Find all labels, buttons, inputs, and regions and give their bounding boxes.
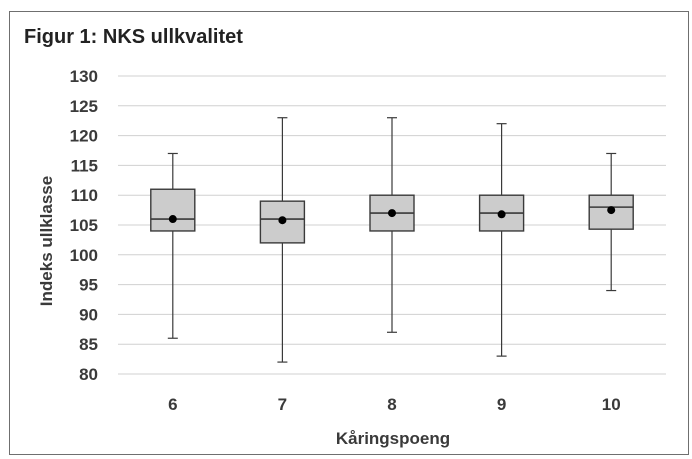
y-tick-label-90: 90 bbox=[79, 305, 98, 324]
x-tick-label-6: 6 bbox=[168, 395, 177, 414]
y-tick-label-100: 100 bbox=[70, 246, 98, 265]
y-tick-label-110: 110 bbox=[71, 186, 98, 205]
y-tick-label-130: 130 bbox=[70, 67, 98, 86]
x-tick-label-9: 9 bbox=[497, 395, 506, 414]
y-tick-label-85: 85 bbox=[79, 335, 98, 354]
y-tick-labels: 130 125 120 115 110 105 100 95 90 85 80 bbox=[70, 67, 98, 384]
mean-marker-7 bbox=[278, 216, 287, 225]
y-axis-label: Indeks ullklasse bbox=[37, 176, 56, 306]
box-6 bbox=[150, 188, 196, 232]
x-tick-label-10: 10 bbox=[602, 395, 621, 414]
box-group-10 bbox=[588, 152, 634, 292]
y-tick-label-95: 95 bbox=[79, 276, 98, 295]
y-tick-label-80: 80 bbox=[79, 365, 98, 384]
x-tick-label-8: 8 bbox=[387, 395, 396, 414]
mean-marker-6 bbox=[168, 215, 177, 224]
y-tick-label-125: 125 bbox=[70, 97, 98, 116]
x-axis-label: Kåringspoeng bbox=[336, 429, 450, 448]
box-group-8 bbox=[369, 117, 415, 333]
figure-title: Figur 1: NKS ullkvalitet bbox=[24, 26, 243, 48]
mean-marker-8 bbox=[388, 209, 396, 218]
box-group-9 bbox=[478, 123, 525, 357]
y-tick-label-115: 115 bbox=[71, 156, 98, 175]
y-tick-label-120: 120 bbox=[70, 127, 98, 146]
box-group-6 bbox=[150, 152, 196, 339]
mean-marker-10 bbox=[607, 206, 616, 215]
boxes bbox=[150, 117, 634, 363]
x-tick-label-7: 7 bbox=[278, 395, 287, 414]
figure-frame bbox=[9, 11, 689, 455]
x-tick-labels: 6 7 8 9 10 bbox=[168, 395, 621, 414]
y-tick-label-105: 105 bbox=[70, 216, 98, 235]
box-group-7 bbox=[259, 117, 306, 363]
mean-marker-9 bbox=[497, 210, 506, 219]
